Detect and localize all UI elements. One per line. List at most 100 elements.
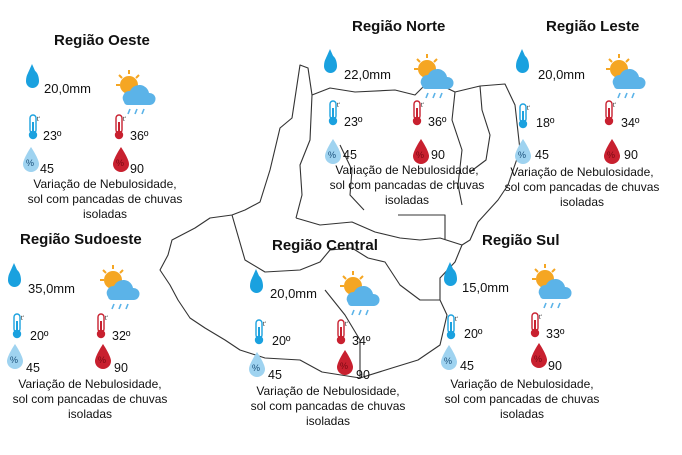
svg-text:t': t' [539,315,542,321]
forecast-line: Variação de Nebulosidade, [450,377,594,391]
border-leste-detail [469,85,491,173]
humidity-low-icon: % [249,352,265,377]
raindrop-icon [324,49,337,73]
temp-max-value: 36º [428,115,447,129]
svg-text:%: % [10,355,18,365]
thermometer-hot-icon: t' [96,313,108,339]
temp-min-value: 23º [344,115,363,129]
svg-text:t': t' [37,117,40,123]
border-oeste-detail [339,144,365,211]
humidity-min-value: 45 [26,361,40,375]
forecast-line: sol com pancadas de chuvas [12,392,168,406]
thermometer-hot-icon: t' [530,312,542,338]
forecast-text: Variação de Nebulosidade, sol com pancad… [5,177,205,222]
forecast-line: sol com pancadas de chuvas [329,178,485,192]
svg-text:t': t' [613,103,616,109]
sun-cloud-rain-icon [414,54,454,99]
thermometer-hot-icon: t' [336,319,348,345]
border-sul-interior [324,289,361,378]
temp-min-value: 20º [464,327,483,341]
svg-text:%: % [416,150,424,160]
temp-min-value: 18º [536,116,555,130]
humidity-high-icon: % [95,344,111,369]
raindrop-icon [8,263,21,287]
thermometer-cold-icon: t' [446,314,458,340]
forecast-text: Variação de Nebulosidade, sol com pancad… [228,384,428,429]
forecast-line: sol com pancadas de chuvas [504,180,660,194]
humidity-min-value: 45 [268,368,282,382]
forecast-line: sol com pancadas de chuvas [250,399,406,413]
forecast-line: Variação de Nebulosidade, [510,165,654,179]
thermometer-cold-icon: t' [518,103,530,129]
sun-cloud-rain-icon [116,70,156,115]
temp-max-value: 34º [352,334,371,348]
humidity-max-value: 90 [114,361,128,375]
forecast-text: Variação de Nebulosidade, sol com pancad… [422,377,622,422]
forecast-line: Variação de Nebulosidade, [335,163,479,177]
raindrop-icon [250,269,263,293]
humidity-max-value: 90 [431,148,445,162]
border-sudoeste-central [231,214,369,273]
svg-text:%: % [340,361,348,371]
humidity-high-icon: % [413,139,429,164]
forecast-line: Variação de Nebulosidade, [256,384,400,398]
region-sudoeste: Região Sudoeste 35,0mm t' 20º t' 32º % 4… [0,225,200,455]
border-norte-leste [451,91,463,206]
svg-text:%: % [518,150,526,160]
temp-max-value: 33º [546,327,565,341]
rain-amount: 20,0mm [538,67,585,82]
rain-amount: 20,0mm [270,286,317,301]
svg-text:%: % [252,363,260,373]
region-title: Região Norte [352,18,446,35]
forecast-line: isoladas [305,414,351,428]
humidity-low-icon: % [7,344,23,369]
svg-text:%: % [328,150,336,160]
humidity-min-value: 45 [535,148,549,162]
humidity-high-icon: % [604,139,620,164]
forecast-line: Variação de Nebulosidade, [33,177,177,191]
border-central-sul [367,257,440,301]
region-sul: Região Sul 15,0mm t' 20º t' 33º % 45 % 9… [430,220,630,450]
forecast-text: Variação de Nebulosidade, sol com pancad… [0,377,190,422]
region-title: Região Central [272,237,378,254]
humidity-low-icon: % [23,147,39,172]
forecast-line: sol com pancadas de chuvas [444,392,600,406]
rain-amount: 35,0mm [28,281,75,296]
humidity-min-value: 45 [460,359,474,373]
svg-text:t': t' [21,316,24,322]
temp-max-value: 32º [112,329,131,343]
thermometer-cold-icon: t' [12,313,24,339]
sun-cloud-rain-icon [606,54,646,99]
humidity-min-value: 45 [40,162,54,176]
humidity-low-icon: % [515,139,531,164]
forecast-text: Variação de Nebulosidade, sol com pancad… [482,165,682,210]
raindrop-icon [444,262,457,286]
border-norte-oeste [295,94,313,219]
svg-text:%: % [534,354,542,364]
region-oeste: Região Oeste 20,0mm t' 23º t' 36º % 45 %… [0,28,200,258]
sun-cloud-rain-icon [100,265,140,310]
raindrop-icon [26,64,39,88]
forecast-line: sol com pancadas de chuvas [27,192,183,206]
svg-text:t': t' [421,103,424,109]
humidity-min-value: 45 [343,148,357,162]
thermometer-hot-icon: t' [114,114,126,140]
humidity-max-value: 90 [624,148,638,162]
thermometer-cold-icon: t' [28,114,40,140]
humidity-max-value: 90 [356,368,370,382]
thermometer-cold-icon: t' [254,319,266,345]
forecast-line: isoladas [559,195,605,209]
svg-text:%: % [444,356,452,366]
humidity-high-icon: % [113,147,129,172]
svg-text:t': t' [455,317,458,323]
forecast-text: Variação de Nebulosidade, sol com pancad… [307,163,507,208]
forecast-line: Variação de Nebulosidade, [18,377,162,391]
forecast-line: isoladas [384,193,430,207]
raindrop-icon [516,49,529,73]
forecast-line: isoladas [82,207,128,221]
region-title: Região Sudoeste [20,231,142,248]
forecast-line: isoladas [67,407,113,421]
temp-max-value: 34º [621,116,640,130]
rain-amount: 15,0mm [462,280,509,295]
forecast-line: isoladas [499,407,545,421]
